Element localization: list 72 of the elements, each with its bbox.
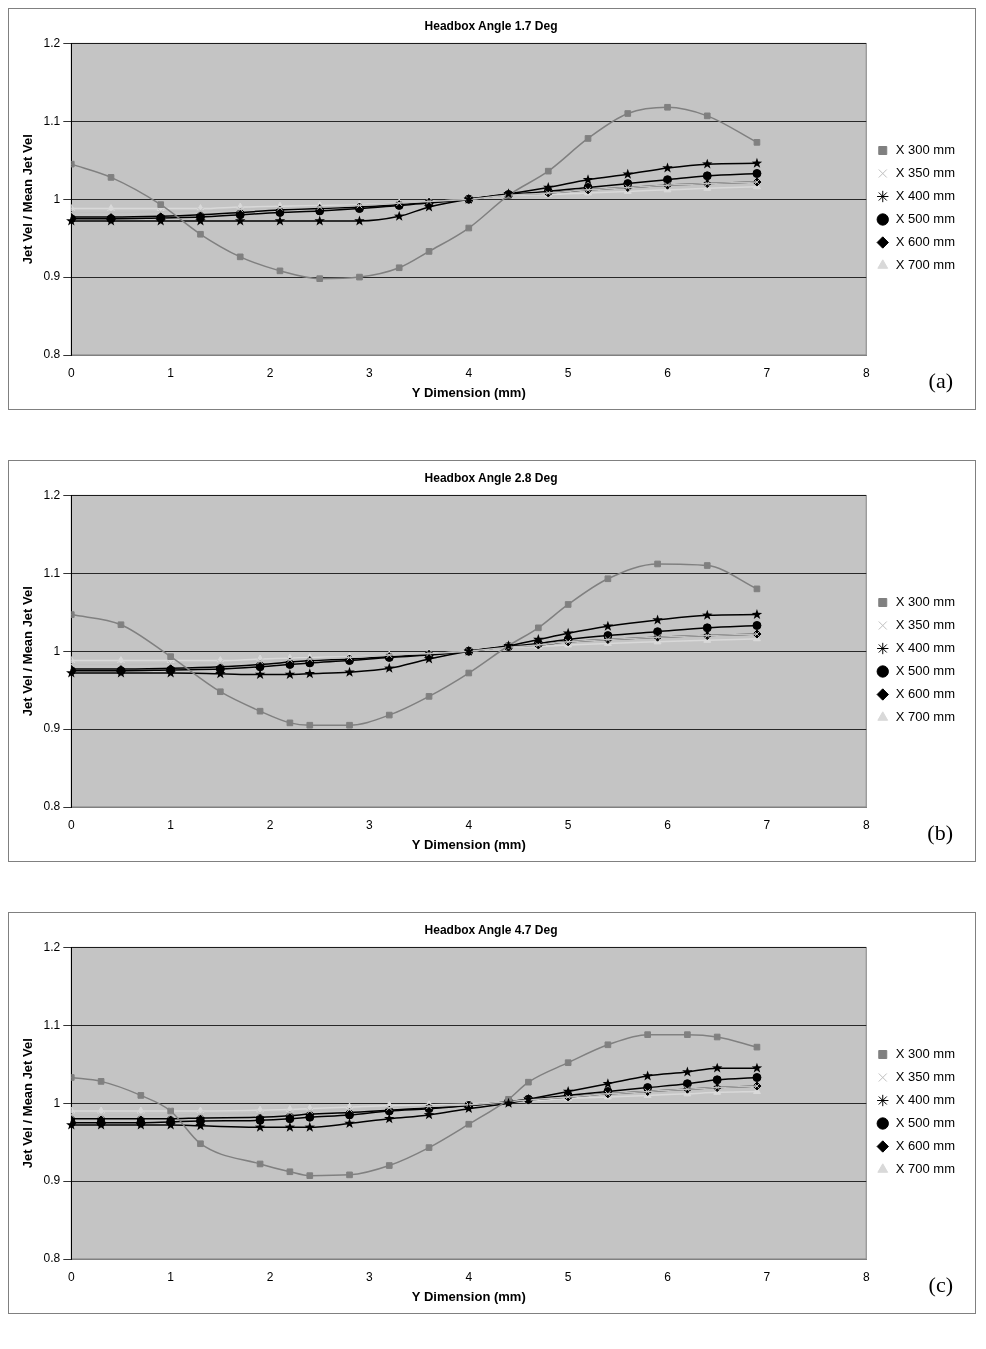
y-axis-title: Jet Vel / Mean Jet Vel bbox=[20, 1038, 36, 1169]
x-tick-label: 3 bbox=[366, 365, 374, 380]
x-tick-label: 7 bbox=[763, 365, 771, 380]
x-tick-label: 2 bbox=[266, 817, 274, 832]
chart-title: Headbox Angle 2.8 Deg bbox=[424, 470, 558, 485]
x-tick-label: 4 bbox=[465, 365, 473, 380]
y-axis-title: Jet Vel / Mean Jet Vel bbox=[20, 134, 36, 265]
legend-label: X 500 mm bbox=[895, 1115, 956, 1131]
legend-label: X 600 mm bbox=[895, 1138, 956, 1154]
legend-label: X 700 mm bbox=[895, 1161, 956, 1177]
text: (c) bbox=[928, 1271, 953, 1297]
legend-label: X 500 mm bbox=[895, 663, 956, 679]
x-tick-label: 5 bbox=[564, 365, 572, 380]
x-tick-label: 1 bbox=[167, 817, 175, 832]
text: (a) bbox=[928, 367, 953, 393]
x-tick-label: 3 bbox=[366, 817, 374, 832]
x-axis-title: Y Dimension (mm) bbox=[411, 384, 526, 400]
y-axis-title: Jet Vel / Mean Jet Vel bbox=[20, 586, 36, 717]
legend-label: X 700 mm bbox=[895, 709, 956, 725]
y-tick-label: 0.8 bbox=[43, 1251, 61, 1266]
x-tick-label: 1 bbox=[167, 365, 175, 380]
x-tick-label: 5 bbox=[564, 1269, 572, 1284]
x-tick-label: 1 bbox=[167, 1269, 175, 1284]
x-tick-label: 0 bbox=[67, 365, 75, 380]
x-tick-label: 2 bbox=[266, 1269, 274, 1284]
x-tick-label: 2 bbox=[266, 365, 274, 380]
legend-label: X 500 mm bbox=[895, 211, 956, 227]
legend-label: X 600 mm bbox=[895, 686, 956, 702]
x-tick-label: 6 bbox=[664, 1269, 672, 1284]
legend-label: X 300 mm bbox=[895, 142, 956, 158]
y-tick-label: 1.1 bbox=[43, 113, 61, 128]
legend-label: X 350 mm bbox=[895, 617, 956, 633]
text: (b) bbox=[927, 819, 953, 845]
y-tick-label: 1 bbox=[53, 643, 61, 658]
legend-label: X 350 mm bbox=[895, 165, 956, 181]
legend-label: X 700 mm bbox=[895, 257, 956, 273]
y-tick-label: 1 bbox=[53, 191, 61, 206]
x-tick-label: 0 bbox=[67, 817, 75, 832]
y-tick-label: 1.2 bbox=[43, 35, 61, 50]
legend-label: X 400 mm bbox=[895, 1092, 956, 1108]
x-tick-label: 4 bbox=[465, 1269, 473, 1284]
y-tick-label: 1.2 bbox=[43, 939, 61, 954]
x-tick-label: 7 bbox=[763, 1269, 771, 1284]
x-tick-label: 6 bbox=[664, 365, 672, 380]
x-tick-label: 6 bbox=[664, 817, 672, 832]
x-tick-label: 8 bbox=[862, 365, 870, 380]
legend-label: X 300 mm bbox=[895, 594, 956, 610]
chart-title: Headbox Angle 1.7 Deg bbox=[424, 18, 558, 33]
x-axis-title: Y Dimension (mm) bbox=[411, 1288, 526, 1304]
x-tick-label: 5 bbox=[564, 817, 572, 832]
y-tick-label: 1 bbox=[53, 1095, 61, 1110]
y-tick-label: 0.8 bbox=[43, 347, 61, 362]
y-tick-label: 1.1 bbox=[43, 1017, 61, 1032]
x-tick-label: 7 bbox=[763, 817, 771, 832]
y-tick-label: 0.8 bbox=[43, 799, 61, 814]
y-tick-label: 1.2 bbox=[43, 487, 61, 502]
legend-label: X 350 mm bbox=[895, 1069, 956, 1085]
legend-label: X 400 mm bbox=[895, 188, 956, 204]
legend-label: X 400 mm bbox=[895, 640, 956, 656]
x-tick-label: 3 bbox=[366, 1269, 374, 1284]
legend-label: X 300 mm bbox=[895, 1046, 956, 1062]
legend-label: X 600 mm bbox=[895, 234, 956, 250]
chart-title: Headbox Angle 4.7 Deg bbox=[424, 922, 558, 937]
y-tick-label: 0.9 bbox=[43, 721, 61, 736]
x-axis-title: Y Dimension (mm) bbox=[411, 836, 526, 852]
x-tick-label: 8 bbox=[862, 817, 870, 832]
y-tick-label: 0.9 bbox=[43, 269, 61, 284]
x-tick-label: 0 bbox=[67, 1269, 75, 1284]
x-tick-label: 4 bbox=[465, 817, 473, 832]
x-tick-label: 8 bbox=[862, 1269, 870, 1284]
y-tick-label: 0.9 bbox=[43, 1173, 61, 1188]
y-tick-label: 1.1 bbox=[43, 565, 61, 580]
